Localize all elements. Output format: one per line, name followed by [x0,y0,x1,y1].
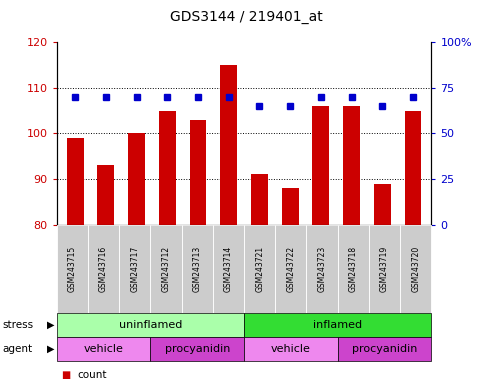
Text: vehicle: vehicle [84,344,123,354]
Text: ■: ■ [62,370,71,380]
Text: vehicle: vehicle [271,344,311,354]
Text: GSM243719: GSM243719 [380,246,389,292]
Text: ▶: ▶ [47,344,55,354]
Text: GSM243715: GSM243715 [68,246,77,292]
Text: GSM243713: GSM243713 [193,246,202,292]
Text: GSM243720: GSM243720 [411,246,420,292]
Text: GSM243714: GSM243714 [224,246,233,292]
Text: GDS3144 / 219401_at: GDS3144 / 219401_at [170,10,323,24]
Text: agent: agent [2,344,33,354]
Text: GSM243712: GSM243712 [162,246,171,292]
Text: ▶: ▶ [47,320,55,330]
Text: uninflamed: uninflamed [119,320,182,330]
Bar [98,166,114,225]
Bar [374,184,390,225]
Bar [67,138,84,225]
Bar [282,188,299,225]
Text: GSM243716: GSM243716 [99,246,108,292]
Text: procyanidin: procyanidin [352,344,417,354]
Bar [251,174,268,225]
Bar [343,106,360,225]
Text: GSM243723: GSM243723 [317,246,326,292]
Bar [313,106,329,225]
Bar [189,120,207,225]
Text: GSM243721: GSM243721 [255,246,264,292]
Text: procyanidin: procyanidin [165,344,230,354]
Bar [404,111,422,225]
Bar [159,111,176,225]
Bar [220,65,237,225]
Text: inflamed: inflamed [313,320,362,330]
Text: GSM243722: GSM243722 [286,246,295,292]
Text: stress: stress [2,320,34,330]
Text: count: count [77,370,107,380]
Text: GSM243718: GSM243718 [349,246,358,292]
Bar [128,133,145,225]
Text: GSM243717: GSM243717 [130,246,139,292]
